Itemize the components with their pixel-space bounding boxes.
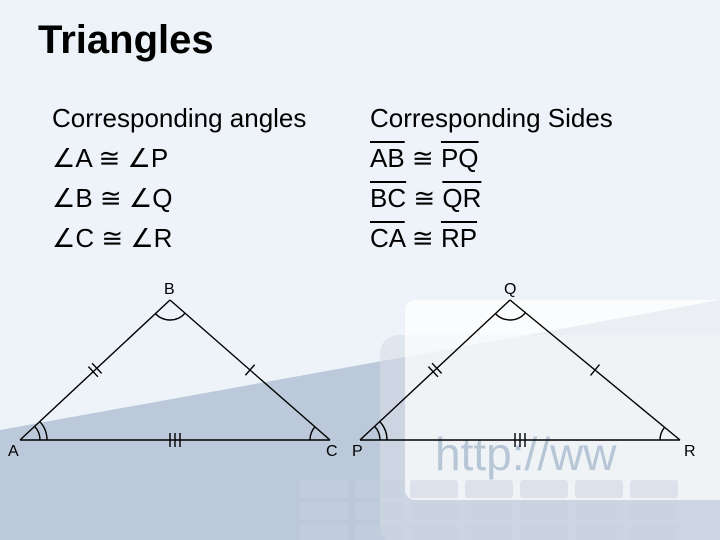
side-row: BC ≅ QR [370, 178, 613, 218]
svg-text:Q: Q [504, 281, 516, 298]
svg-text:B: B [164, 281, 175, 298]
angles-heading: Corresponding angles [52, 98, 306, 138]
sides-heading: Corresponding Sides [370, 98, 613, 138]
svg-text:C: C [326, 443, 338, 460]
triangles-figure: A B CP Q R [0, 280, 720, 480]
corresponding-angles-column: Corresponding angles ∠A ≅ ∠P ∠B ≅ ∠Q ∠C … [52, 98, 306, 258]
angle-row: ∠C ≅ ∠R [52, 218, 306, 258]
angle-row: ∠A ≅ ∠P [52, 138, 306, 178]
side-row: AB ≅ PQ [370, 138, 613, 178]
angle-row: ∠B ≅ ∠Q [52, 178, 306, 218]
svg-text:R: R [684, 443, 696, 460]
corresponding-sides-column: Corresponding Sides AB ≅ PQ BC ≅ QR CA ≅… [370, 98, 613, 258]
svg-text:A: A [8, 443, 19, 460]
svg-text:P: P [352, 443, 363, 460]
side-row: CA ≅ RP [370, 218, 613, 258]
page-title: Triangles [38, 18, 214, 63]
